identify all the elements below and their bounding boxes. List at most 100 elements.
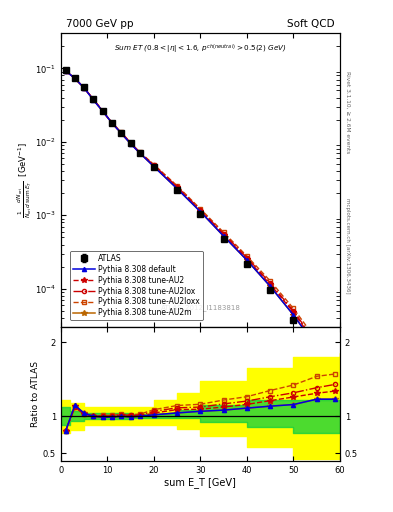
Pythia 8.308 tune-AU2 [138, 150, 142, 156]
Pythia 8.308 tune-AU2 [152, 163, 156, 169]
Pythia 8.308 tune-AU2loxx [119, 130, 124, 136]
Pythia 8.308 tune-AU2loxx [63, 68, 68, 74]
Pythia 8.308 tune-AU2 [119, 131, 124, 137]
Pythia 8.308 default [63, 68, 68, 74]
Pythia 8.308 tune-AU2loxx [314, 337, 319, 343]
Pythia 8.308 tune-AU2lox [221, 231, 226, 237]
Pythia 8.308 tune-AU2 [244, 256, 249, 262]
Pythia 8.308 tune-AU2m [198, 208, 203, 215]
Pythia 8.308 tune-AU2 [91, 97, 96, 103]
Pythia 8.308 tune-AU2lox [128, 140, 133, 146]
Pythia 8.308 tune-AU2m [333, 386, 338, 392]
Y-axis label: $\frac{1}{N_\mathrm{ori}}\frac{dN_\mathrm{ori}}{d\,\mathrm{sum}\,E_T}$  [GeV$^{-: $\frac{1}{N_\mathrm{ori}}\frac{dN_\mathr… [15, 142, 33, 218]
Pythia 8.308 default [128, 141, 133, 147]
Pythia 8.308 tune-AU2 [198, 208, 203, 214]
Pythia 8.308 tune-AU2m [314, 344, 319, 350]
Pythia 8.308 tune-AU2 [175, 184, 180, 190]
Pythia 8.308 tune-AU2m [91, 97, 96, 103]
Pythia 8.308 tune-AU2lox [110, 120, 114, 126]
Pythia 8.308 tune-AU2loxx [128, 140, 133, 146]
Pythia 8.308 tune-AU2lox [268, 280, 272, 286]
Pythia 8.308 tune-AU2m [119, 131, 124, 137]
Text: mcplots.cern.ch [arXiv:1306.3436]: mcplots.cern.ch [arXiv:1306.3436] [345, 198, 350, 293]
Pythia 8.308 tune-AU2m [101, 108, 105, 114]
Pythia 8.308 tune-AU2loxx [291, 305, 296, 311]
Text: ATLAS_2012_I1183818: ATLAS_2012_I1183818 [160, 304, 241, 311]
Line: Pythia 8.308 tune-AU2m: Pythia 8.308 tune-AU2m [63, 68, 338, 392]
Pythia 8.308 tune-AU2loxx [101, 108, 105, 114]
Pythia 8.308 tune-AU2m [63, 68, 68, 74]
Pythia 8.308 tune-AU2lox [101, 108, 105, 114]
Pythia 8.308 tune-AU2 [101, 108, 105, 114]
Pythia 8.308 tune-AU2 [128, 140, 133, 146]
Pythia 8.308 tune-AU2loxx [198, 206, 203, 212]
Pythia 8.308 tune-AU2loxx [152, 161, 156, 167]
Pythia 8.308 tune-AU2lox [91, 96, 96, 102]
Pythia 8.308 default [119, 131, 124, 137]
Pythia 8.308 default [152, 163, 156, 169]
Pythia 8.308 tune-AU2loxx [138, 149, 142, 155]
Text: 7000 GeV pp: 7000 GeV pp [66, 19, 134, 29]
Pythia 8.308 tune-AU2m [244, 257, 249, 263]
Line: Pythia 8.308 tune-AU2: Pythia 8.308 tune-AU2 [63, 68, 338, 389]
Pythia 8.308 tune-AU2 [333, 383, 338, 390]
Pythia 8.308 tune-AU2lox [119, 130, 124, 136]
Pythia 8.308 tune-AU2lox [82, 85, 86, 91]
Pythia 8.308 tune-AU2loxx [333, 378, 338, 385]
Pythia 8.308 tune-AU2m [221, 233, 226, 239]
Pythia 8.308 tune-AU2lox [291, 308, 296, 314]
Pythia 8.308 tune-AU2loxx [82, 85, 86, 91]
Pythia 8.308 tune-AU2 [63, 68, 68, 74]
Pythia 8.308 default [268, 283, 272, 289]
Line: Pythia 8.308 tune-AU2loxx: Pythia 8.308 tune-AU2loxx [64, 69, 337, 383]
Pythia 8.308 tune-AU2 [314, 342, 319, 348]
Pythia 8.308 tune-AU2lox [175, 184, 180, 190]
Pythia 8.308 tune-AU2 [291, 309, 296, 315]
Pythia 8.308 tune-AU2 [73, 75, 77, 81]
Pythia 8.308 default [244, 257, 249, 263]
Pythia 8.308 tune-AU2lox [314, 340, 319, 347]
Pythia 8.308 default [82, 85, 86, 91]
Pythia 8.308 tune-AU2 [82, 85, 86, 91]
Pythia 8.308 tune-AU2 [221, 232, 226, 238]
Pythia 8.308 tune-AU2m [291, 312, 296, 318]
Pythia 8.308 default [291, 312, 296, 318]
Legend: ATLAS, Pythia 8.308 default, Pythia 8.308 tune-AU2, Pythia 8.308 tune-AU2lox, Py: ATLAS, Pythia 8.308 default, Pythia 8.30… [70, 251, 203, 321]
Text: Rivet 3.1.10, ≥ 2.6M events: Rivet 3.1.10, ≥ 2.6M events [345, 72, 350, 154]
Pythia 8.308 tune-AU2m [73, 75, 77, 81]
X-axis label: sum E_T [GeV]: sum E_T [GeV] [165, 477, 236, 488]
Pythia 8.308 tune-AU2lox [73, 75, 77, 81]
Pythia 8.308 default [73, 75, 77, 81]
Pythia 8.308 tune-AU2lox [152, 162, 156, 168]
Pythia 8.308 default [91, 97, 96, 103]
Pythia 8.308 tune-AU2loxx [221, 229, 226, 236]
Pythia 8.308 tune-AU2m [138, 150, 142, 156]
Pythia 8.308 tune-AU2lox [138, 150, 142, 156]
Pythia 8.308 tune-AU2loxx [73, 75, 77, 81]
Pythia 8.308 tune-AU2m [175, 186, 180, 192]
Pythia 8.308 default [110, 120, 114, 126]
Pythia 8.308 default [221, 233, 226, 239]
Pythia 8.308 tune-AU2m [110, 120, 114, 126]
Pythia 8.308 tune-AU2lox [244, 254, 249, 261]
Pythia 8.308 tune-AU2loxx [175, 183, 180, 189]
Pythia 8.308 tune-AU2lox [333, 381, 338, 388]
Pythia 8.308 tune-AU2loxx [268, 278, 272, 284]
Text: Sum ET ($0.8 < |\eta| < 1.6$, $p^{ch(neutral)} > 0.5(2)$ GeV): Sum ET ($0.8 < |\eta| < 1.6$, $p^{ch(neu… [114, 42, 287, 55]
Pythia 8.308 tune-AU2loxx [91, 96, 96, 102]
Text: Soft QCD: Soft QCD [287, 19, 334, 29]
Line: Pythia 8.308 tune-AU2lox: Pythia 8.308 tune-AU2lox [64, 69, 337, 387]
Pythia 8.308 default [314, 344, 319, 350]
Line: Pythia 8.308 default: Pythia 8.308 default [64, 69, 337, 391]
Pythia 8.308 default [101, 108, 105, 114]
Pythia 8.308 tune-AU2loxx [244, 253, 249, 259]
Pythia 8.308 tune-AU2 [110, 120, 114, 126]
Pythia 8.308 tune-AU2m [152, 163, 156, 169]
Pythia 8.308 tune-AU2m [82, 85, 86, 91]
Pythia 8.308 tune-AU2lox [198, 207, 203, 213]
Pythia 8.308 tune-AU2loxx [110, 120, 114, 126]
Pythia 8.308 default [333, 386, 338, 392]
Pythia 8.308 default [138, 150, 142, 156]
Pythia 8.308 tune-AU2m [268, 283, 272, 289]
Pythia 8.308 tune-AU2m [128, 141, 133, 147]
